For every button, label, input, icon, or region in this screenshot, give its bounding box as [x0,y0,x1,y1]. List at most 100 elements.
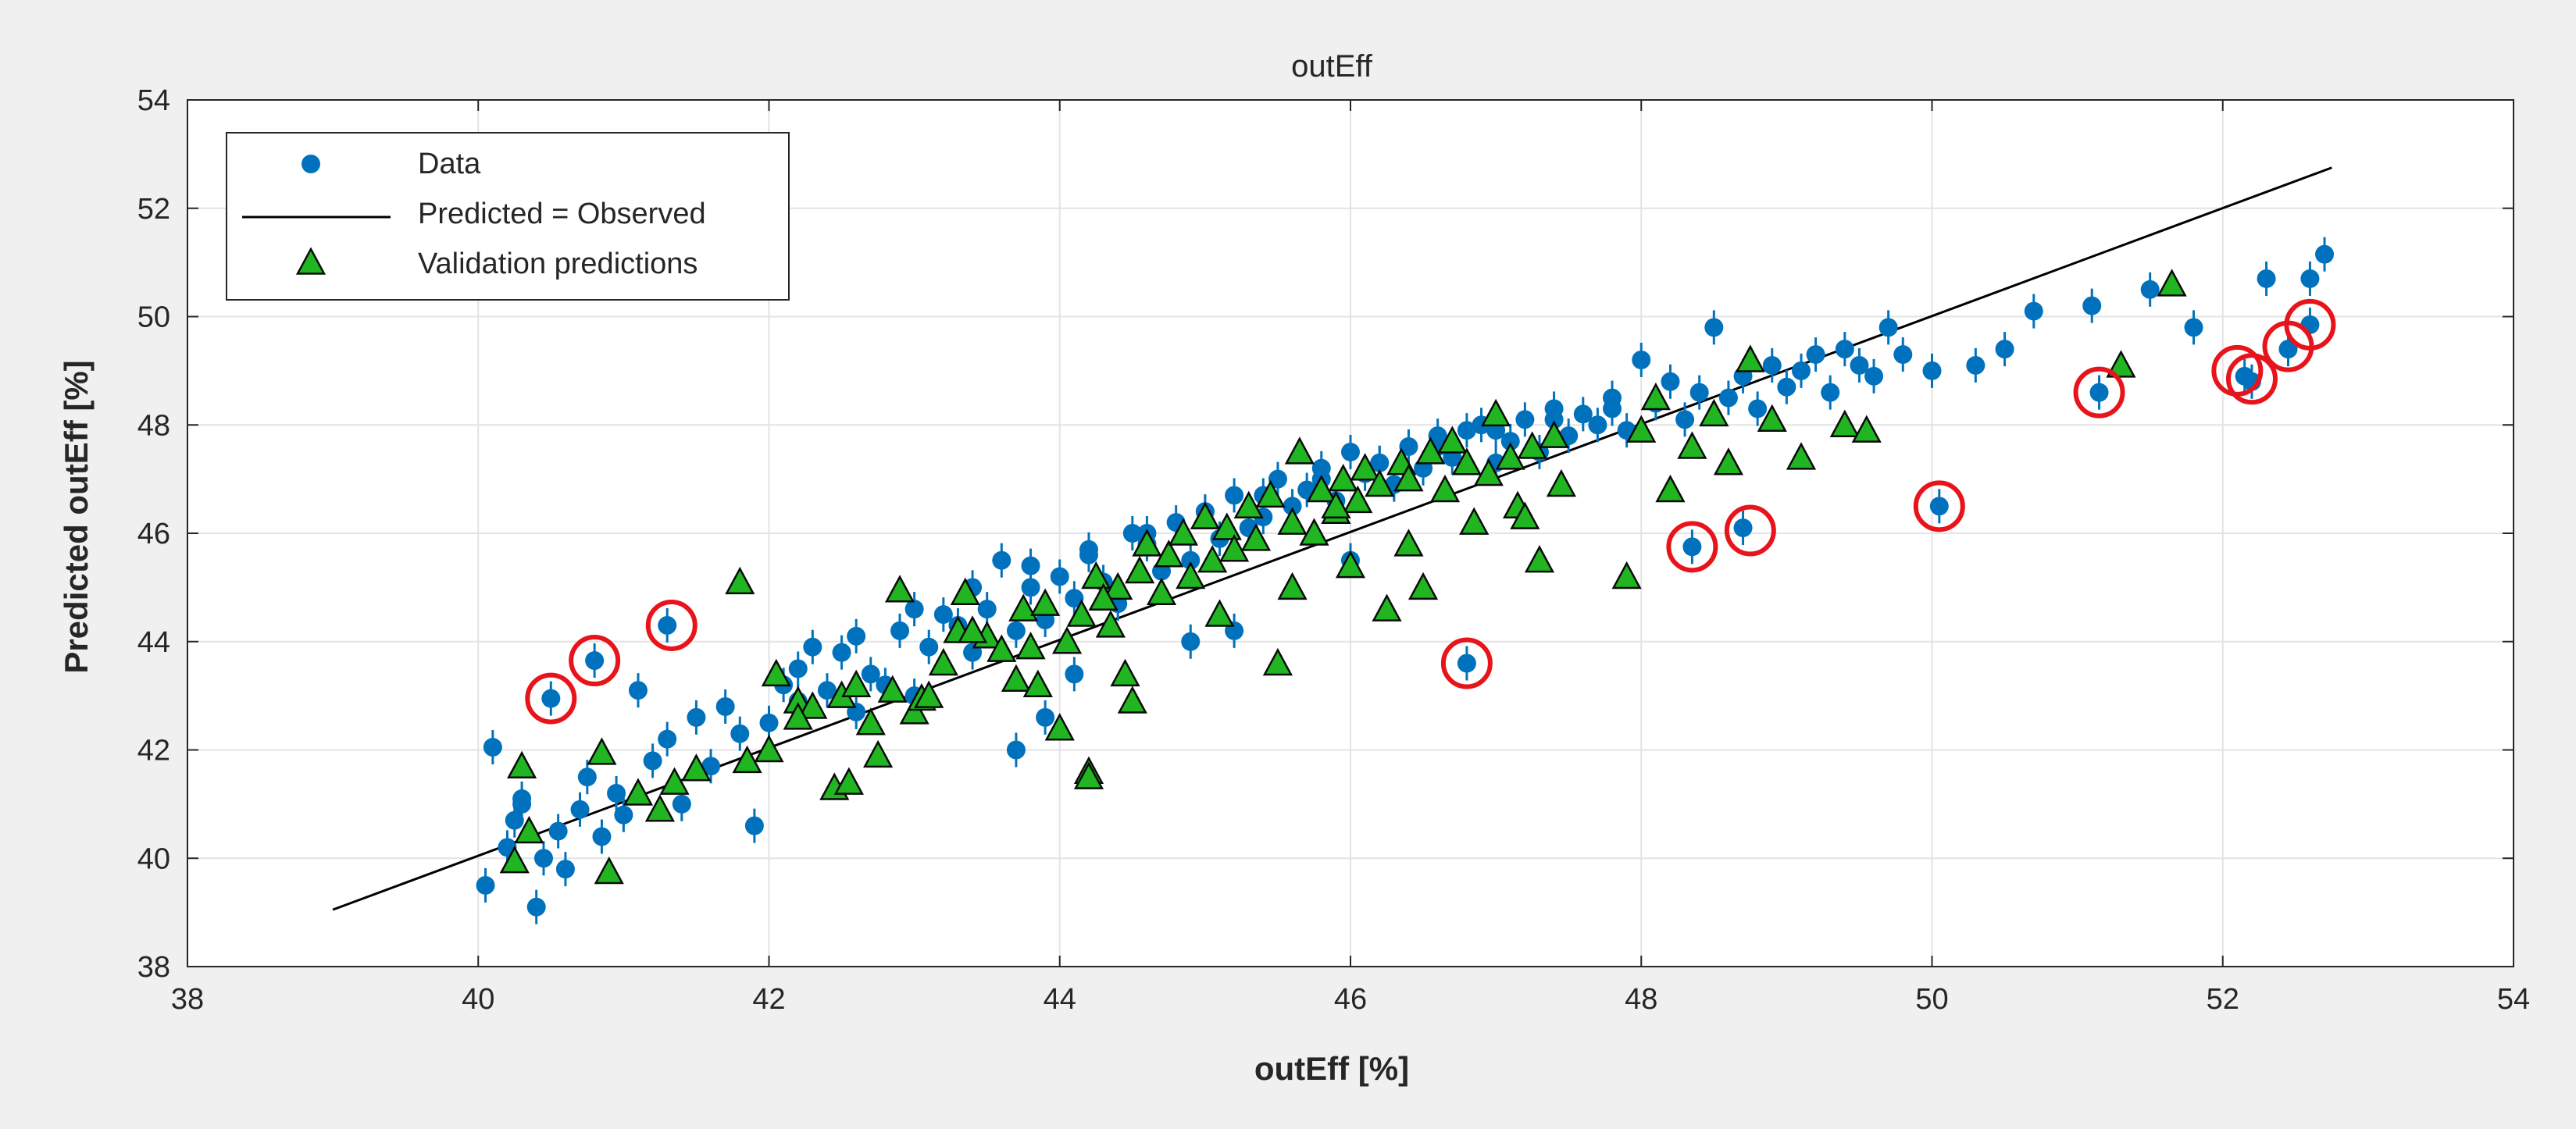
validation-point [1829,409,1860,437]
validation-point [1088,582,1119,611]
validation-point [1393,463,1424,492]
data-point [592,827,612,846]
validation-point [644,794,676,822]
data-point [992,550,1011,570]
outlier-circle [645,599,698,651]
data-point [1021,578,1040,597]
validation-point [1154,540,1184,568]
validation-point [914,680,944,708]
validation-point [1786,442,1817,470]
outlier-circle [525,672,577,725]
validation-point [1190,501,1220,529]
validation-point [1415,436,1446,465]
validation-point [987,634,1017,662]
validation-point [884,575,915,603]
validation-point [957,615,988,643]
validation-point [1022,669,1053,697]
data-point [1515,410,1535,429]
validation-point [1677,431,1707,459]
validation-point [1408,572,1439,600]
data-point [570,800,590,819]
data-point [687,707,706,727]
outlier-circles [525,298,2336,725]
outlier-circle [1913,480,1965,532]
data-point [1079,540,1098,559]
data-point [715,697,735,716]
data-point [1791,361,1811,380]
data-point [904,600,924,619]
validation-point [1350,453,1380,481]
y-tick-label: 44 [137,626,170,659]
validation-point [1524,545,1555,573]
data-point [730,724,750,743]
data-point [526,897,546,917]
outlier-circle [1440,637,1493,689]
data-point [1268,469,1287,489]
legend-label: Predicted = Observed [418,198,706,230]
validation-point [681,753,712,782]
data-point [1181,550,1201,570]
data-point [2184,318,2203,337]
data-point [1878,318,1898,337]
data-point [1457,654,1476,673]
legend-validation-marker [295,247,326,275]
data-point [548,821,568,841]
validation-point [1335,550,1366,579]
outlier-circle [2225,353,2278,405]
data-point [505,810,524,830]
data-point [541,689,561,708]
validation-point [950,577,980,606]
data-point [2024,301,2043,321]
data-point [1995,340,2014,359]
validation-point [1044,713,1075,741]
validation-point [1051,626,1083,654]
x-tick-label: 52 [2207,983,2239,1016]
validation-point [659,767,690,795]
x-tick-label: 42 [752,983,785,1016]
data-point [1893,345,1913,365]
legend: Data Predicted = Observed Validation predi… [226,132,790,301]
data-point [1050,567,1069,586]
y-tick-label: 42 [137,735,170,768]
validation-point [1372,593,1402,621]
validation-point [1757,404,1787,433]
validation-point [1277,572,1308,600]
y-tick-label: 52 [137,193,170,226]
validation-point [1030,588,1061,616]
data-point [1689,383,1709,402]
data-point [585,651,605,671]
outlier-circle [2073,366,2125,418]
validation-point [841,669,872,697]
data-point [1006,740,1026,760]
validation-point [587,737,617,765]
data-point [2082,296,2102,315]
validation-point [1640,382,1671,411]
data-point [483,738,502,757]
x-tick-label: 48 [1625,983,1657,1016]
data-point [1283,497,1302,516]
data-point [847,626,866,646]
data-point [607,784,626,803]
data-point [577,768,597,787]
validation-point [725,566,755,595]
validation-point [1255,479,1286,508]
validation-point [2157,269,2187,297]
validation-point [754,734,784,763]
validation-point [833,767,864,795]
data-point [2315,244,2335,264]
data-point [1399,437,1418,456]
y-tick-label: 38 [137,951,170,984]
data-point [2089,383,2109,402]
validation-point [1117,686,1147,714]
data-point [1675,410,1695,429]
validation-point [1393,529,1424,557]
validation-point [899,696,929,725]
data-point [1341,442,1360,461]
data-point [1806,345,1825,365]
validation-point [862,739,894,768]
data-point [1065,664,1084,684]
validation-point [1204,599,1235,627]
y-axis-title: Predicted outEff [%] [58,360,95,673]
validation-point [855,707,886,735]
data-point [1457,421,1476,440]
